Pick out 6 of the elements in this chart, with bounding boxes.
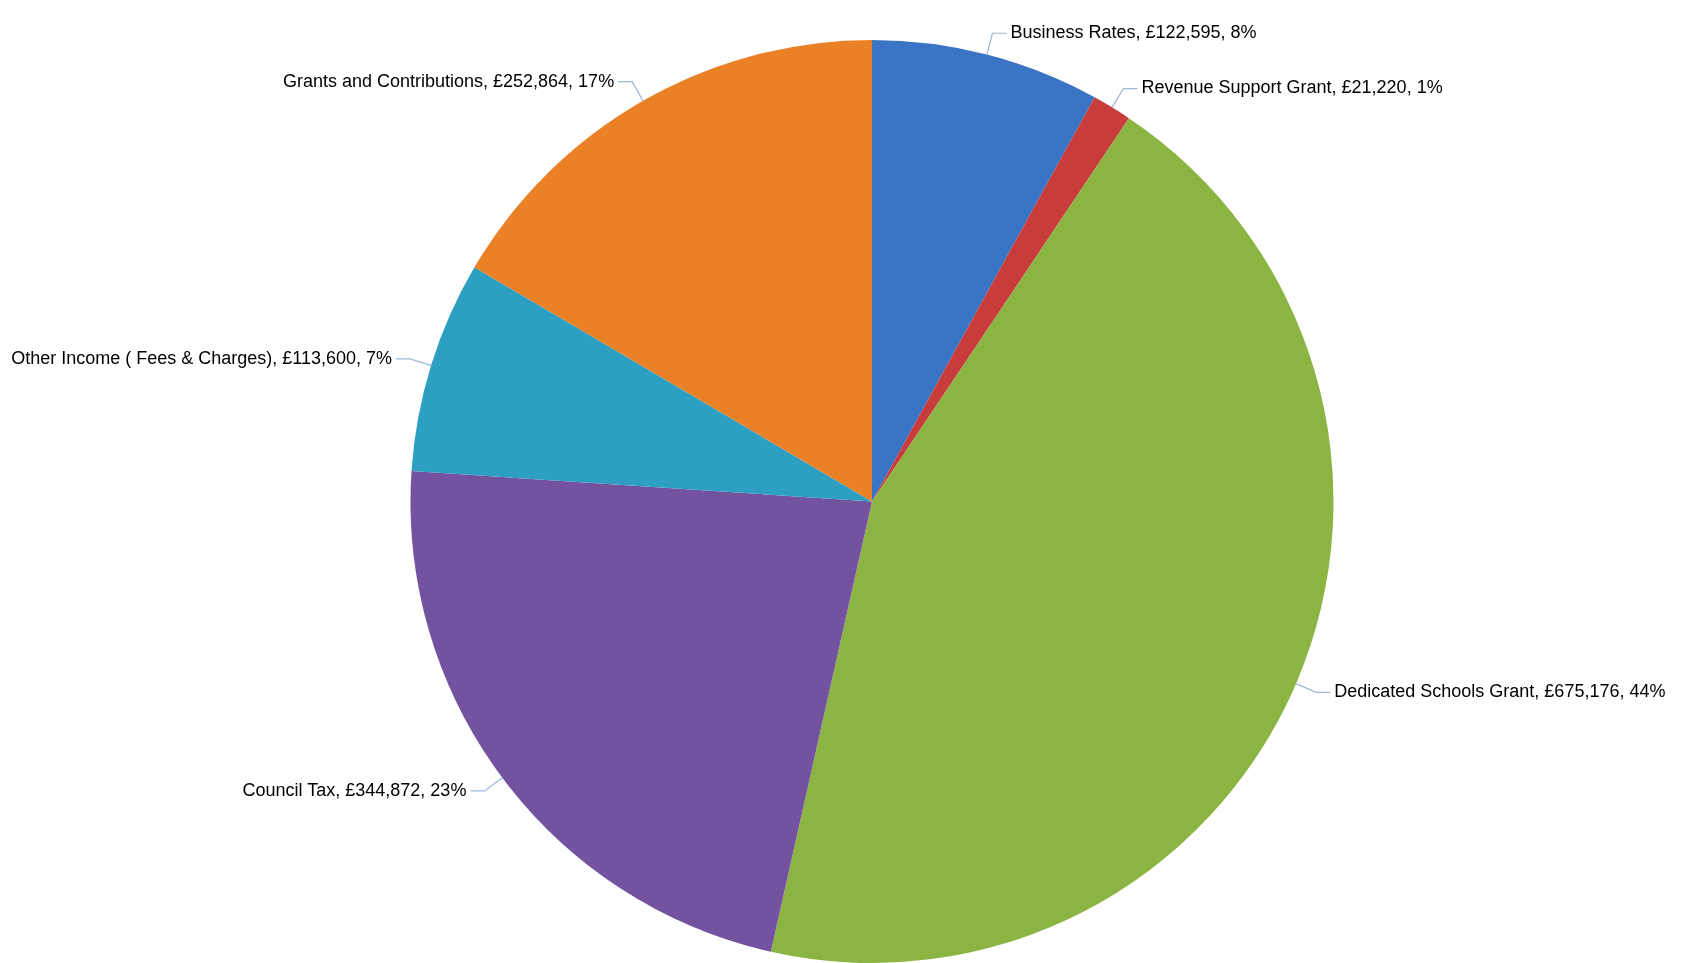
- slice-label: Revenue Support Grant, £21,220, 1%: [1141, 77, 1443, 98]
- slice-label: Council Tax, £344,872, 23%: [242, 779, 467, 800]
- slice-label: Grants and Contributions, £252,864, 17%: [282, 70, 615, 91]
- slice-label: Dedicated Schools Grant, £675,176, 44%: [1334, 681, 1666, 702]
- slice-label: Other Income ( Fees & Charges), £113,600, 7%: [11, 347, 393, 368]
- slice-label: Business Rates, £122,595, 8%: [1010, 22, 1257, 43]
